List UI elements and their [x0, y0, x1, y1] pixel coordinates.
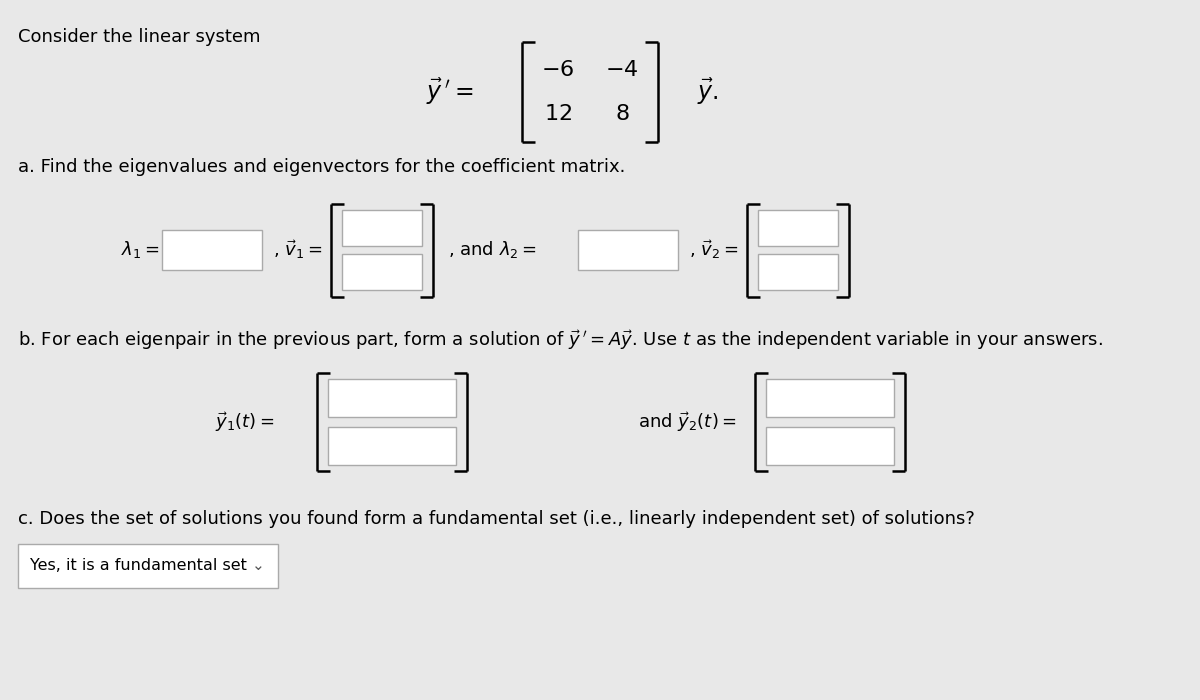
Text: Yes, it is a fundamental set: Yes, it is a fundamental set	[30, 559, 247, 573]
FancyBboxPatch shape	[328, 427, 456, 465]
Text: $\vec{y}\,' =$: $\vec{y}\,' =$	[426, 76, 474, 107]
FancyBboxPatch shape	[18, 544, 278, 588]
FancyBboxPatch shape	[342, 255, 422, 290]
FancyBboxPatch shape	[342, 209, 422, 246]
Text: $-4$: $-4$	[605, 60, 638, 80]
Text: a. Find the eigenvalues and eigenvectors for the coefficient matrix.: a. Find the eigenvalues and eigenvectors…	[18, 158, 625, 176]
Text: and $\vec{y}_2(t) =$: and $\vec{y}_2(t) =$	[638, 410, 737, 434]
Text: , and $\lambda_2 =$: , and $\lambda_2 =$	[448, 239, 536, 260]
FancyBboxPatch shape	[758, 255, 838, 290]
Text: $\vec{y}.$: $\vec{y}.$	[697, 76, 719, 107]
Text: ⌄: ⌄	[252, 559, 264, 573]
FancyBboxPatch shape	[758, 209, 838, 246]
FancyBboxPatch shape	[766, 427, 894, 465]
Text: b. For each eigenpair in the previous part, form a solution of $\vec{y}\,' = A\v: b. For each eigenpair in the previous pa…	[18, 328, 1103, 352]
FancyBboxPatch shape	[162, 230, 262, 270]
Text: , $\vec{v}_1 =$: , $\vec{v}_1 =$	[274, 239, 323, 261]
Text: $\lambda_1 =$: $\lambda_1 =$	[121, 239, 160, 260]
FancyBboxPatch shape	[766, 379, 894, 417]
FancyBboxPatch shape	[328, 379, 456, 417]
Text: $12$: $12$	[544, 104, 572, 124]
Text: Consider the linear system: Consider the linear system	[18, 28, 260, 46]
Text: $\vec{y}_1(t) =$: $\vec{y}_1(t) =$	[216, 410, 275, 434]
FancyBboxPatch shape	[578, 230, 678, 270]
Text: $8$: $8$	[614, 104, 629, 124]
Text: c. Does the set of solutions you found form a fundamental set (i.e., linearly in: c. Does the set of solutions you found f…	[18, 510, 974, 528]
Text: , $\vec{v}_2 =$: , $\vec{v}_2 =$	[689, 239, 738, 261]
Text: $-6$: $-6$	[541, 60, 575, 80]
